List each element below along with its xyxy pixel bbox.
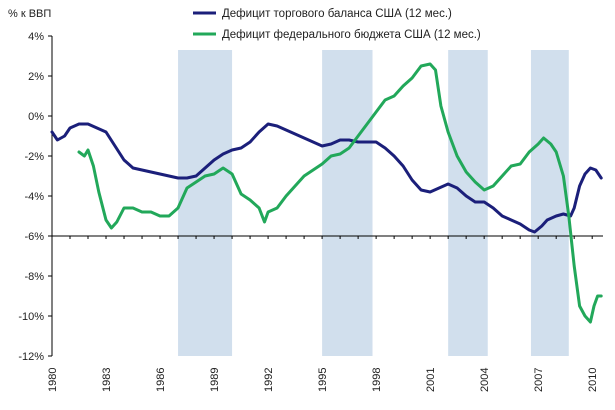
legend: Дефицит торгового баланса США (12 мес.) Д… <box>193 8 481 41</box>
y-tick-label: -4% <box>24 191 44 203</box>
x-tick-label: 1989 <box>209 368 221 392</box>
legend-label: Дефицит федерального бюджета США (12 мес… <box>222 29 481 41</box>
y-tick-label: 2% <box>28 71 44 83</box>
trade-deficit-line <box>50 122 603 234</box>
recession-bands <box>178 50 569 356</box>
series-lines <box>50 62 603 324</box>
y-tick-label: -10% <box>18 311 44 323</box>
legend-label: Дефицит торгового баланса США (12 мес.) <box>222 8 452 20</box>
x-tick-label: 1998 <box>371 368 383 392</box>
x-tick-label: 1992 <box>263 368 275 392</box>
recession-band <box>322 50 373 356</box>
x-tick-label: 1995 <box>317 368 329 392</box>
y-tick-label: -6% <box>24 231 44 243</box>
y-tick-label: -2% <box>24 151 44 163</box>
x-tick-label: 2004 <box>479 368 491 392</box>
y-axis-title: % к ВВП <box>8 8 51 20</box>
x-tick-label: 2010 <box>587 368 599 392</box>
budget-deficit-line <box>77 62 603 324</box>
x-tick-label: 1986 <box>155 368 167 392</box>
recession-band <box>178 50 233 356</box>
x-tick-label: 1980 <box>47 368 59 392</box>
x-tick-label: 1983 <box>101 368 113 392</box>
y-tick-label: -8% <box>24 271 44 283</box>
x-tick-label: 2007 <box>533 368 545 392</box>
recession-band <box>530 50 569 356</box>
y-tick-label: 4% <box>28 31 44 43</box>
y-tick-label: 0% <box>28 111 44 123</box>
axes: 4% 2% 0% -2% -4% -6% -8% -10% -12%1980 1983 1986 19… <box>18 31 603 392</box>
x-tick-label: 2001 <box>425 368 437 392</box>
y-tick-label: -12% <box>18 351 44 363</box>
